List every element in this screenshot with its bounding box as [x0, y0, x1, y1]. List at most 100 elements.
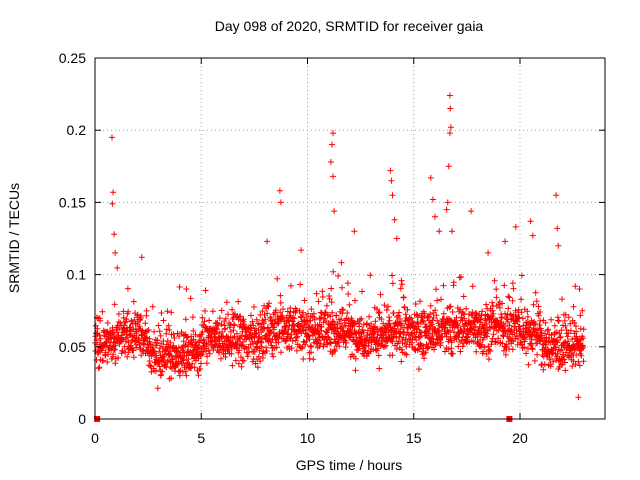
x-tick-label: 15 [406, 430, 422, 446]
data-point [354, 337, 361, 344]
data-point [327, 340, 333, 347]
data-point [433, 312, 440, 319]
data-point [323, 302, 330, 309]
data-point [263, 348, 270, 354]
data-point [495, 335, 502, 342]
data-point [503, 314, 510, 321]
data-point [356, 343, 363, 350]
data-point [222, 354, 229, 360]
data-point [244, 353, 251, 360]
data-point [251, 304, 257, 310]
data-point [338, 316, 345, 323]
data-point [378, 316, 385, 323]
data-point [145, 327, 152, 333]
data-point [475, 327, 481, 334]
data-point [269, 350, 276, 357]
data-point [560, 353, 567, 360]
data-point [303, 314, 310, 320]
data-point [277, 199, 284, 206]
data-point [219, 328, 226, 335]
data-point [288, 331, 295, 338]
data-point [540, 366, 547, 373]
data-point [375, 352, 382, 359]
data-point [397, 316, 403, 322]
data-point [221, 338, 228, 345]
data-point [232, 357, 239, 364]
data-point [554, 225, 561, 232]
data-point [274, 275, 281, 282]
data-point [524, 308, 531, 315]
data-point [159, 368, 166, 375]
data-point [488, 319, 495, 326]
data-point [457, 306, 464, 313]
data-point [104, 359, 111, 365]
data-point [509, 280, 516, 287]
data-point [136, 323, 143, 330]
data-point [459, 343, 466, 350]
data-point [192, 331, 199, 338]
data-point [160, 317, 167, 324]
data-point [393, 235, 400, 242]
data-point [143, 307, 150, 314]
data-point [206, 350, 213, 357]
data-point [553, 338, 560, 345]
data-point [383, 307, 390, 313]
data-point [276, 330, 283, 337]
data-point [313, 290, 320, 297]
data-point [253, 330, 260, 337]
data-point [109, 134, 115, 141]
data-point [368, 321, 375, 327]
data-point [206, 317, 213, 324]
data-point [498, 314, 505, 321]
data-point [499, 300, 506, 307]
data-point [280, 306, 286, 313]
data-point [275, 339, 282, 346]
data-point [393, 334, 400, 341]
data-point [395, 312, 402, 319]
data-point [430, 314, 437, 321]
data-point [183, 372, 190, 379]
data-point [257, 321, 263, 328]
data-point [565, 330, 572, 337]
data-point [536, 338, 543, 345]
data-point [167, 348, 174, 355]
data-point [318, 324, 325, 330]
data-point [289, 338, 296, 344]
data-point [440, 310, 447, 317]
data-point [180, 357, 187, 364]
data-point [404, 306, 411, 313]
data-point [100, 357, 107, 364]
data-point [432, 307, 439, 314]
data-point [419, 317, 426, 324]
data-point [448, 339, 455, 346]
data-point [502, 351, 509, 358]
data-point [331, 322, 338, 328]
data-point [142, 320, 149, 327]
data-point [429, 196, 436, 203]
data-point [330, 268, 337, 275]
data-point [128, 317, 135, 324]
data-point [484, 327, 491, 334]
data-point [580, 326, 587, 333]
data-point [266, 300, 272, 307]
data-point [194, 345, 201, 351]
data-point [167, 339, 174, 346]
axis-ticks [94, 57, 605, 420]
data-point [376, 309, 383, 316]
data-point [315, 298, 322, 305]
data-point [260, 355, 266, 361]
data-point [527, 218, 534, 225]
data-point [387, 167, 394, 174]
data-point [279, 315, 286, 322]
data-point [382, 331, 389, 337]
data-point [460, 340, 467, 347]
data-point [97, 335, 104, 342]
data-point [571, 319, 578, 326]
data-point [357, 316, 363, 323]
data-point [114, 264, 121, 271]
data-point [559, 296, 565, 303]
data-point [238, 363, 245, 370]
data-point [491, 277, 498, 284]
data-point [399, 281, 406, 288]
data-point [569, 363, 576, 370]
